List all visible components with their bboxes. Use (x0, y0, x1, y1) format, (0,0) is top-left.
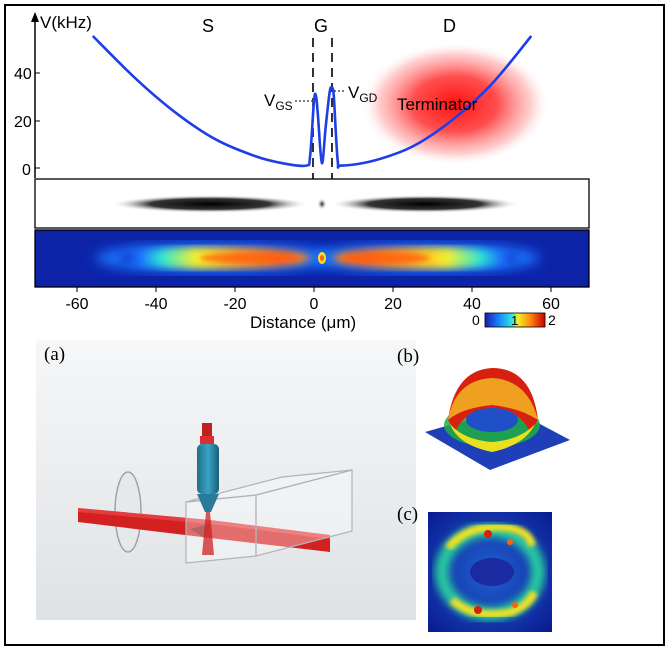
measured-density-strip (34, 229, 590, 288)
y-axis-arrow-icon (31, 12, 39, 22)
potential-curve (91, 35, 533, 169)
x-tick-label: -20 (223, 296, 246, 313)
panel-a-label: (a) (44, 344, 65, 365)
x-tick-label: -60 (65, 296, 88, 313)
panel-b-label: (b) (397, 346, 419, 367)
y-tick-label: 40 (14, 66, 32, 83)
vgs-label: VGS (264, 91, 293, 113)
panel-a-background (36, 340, 416, 620)
panel-c-measured-ring: (c) (397, 504, 552, 632)
density-cloud-right (330, 195, 520, 213)
x-tick-label: -40 (144, 296, 167, 313)
region-label-drain: D (443, 16, 456, 36)
y-tick-label: 20 (14, 114, 32, 131)
y-tick-label: 0 (22, 162, 31, 179)
simulated-density-strip (34, 178, 590, 229)
colorbar-label-max: 2 (548, 312, 556, 328)
region-label-source: S (202, 16, 214, 36)
density-cloud-left (110, 195, 310, 213)
measured-core-left (200, 253, 300, 263)
measured-core-right (340, 253, 430, 263)
x-axis-label: Distance (μm) (250, 313, 356, 332)
region-label-gate: G (314, 16, 328, 36)
panel-c-label: (c) (397, 504, 418, 525)
panel-a-apparatus: (a) (36, 340, 416, 620)
colorbar: 0 1 2 (472, 312, 556, 328)
colorbar-label-mid: 1 (511, 313, 518, 328)
x-axis: -60 -40 -20 0 20 40 60 (65, 287, 560, 313)
x-tick-label: 20 (384, 296, 402, 313)
colorbar-label-min: 0 (472, 312, 480, 328)
x-tick-label: 60 (542, 296, 560, 313)
panel-b-3d-profile: (b) (397, 346, 570, 470)
y-axis-label: V(kHz) (40, 13, 92, 32)
vgd-label: VGD (348, 83, 378, 105)
focus-beam (202, 512, 214, 555)
x-tick-label: 40 (463, 296, 481, 313)
objective-tip (197, 423, 219, 512)
colorbar-gradient (484, 312, 546, 328)
x-tick-label: 0 (310, 296, 319, 313)
density-dot (317, 198, 327, 210)
terminator-label: Terminator (397, 95, 478, 114)
glass-cell (185, 469, 353, 564)
figure-frame (4, 4, 665, 646)
potential-plot: V(kHz) 40 20 0 S G D VGS VGD Terminator (14, 12, 550, 230)
